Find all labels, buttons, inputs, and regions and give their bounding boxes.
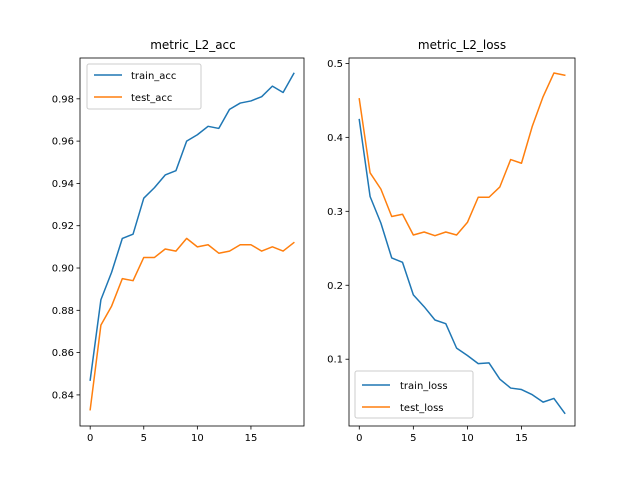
acc-legend-label-train: train_acc <box>131 71 176 82</box>
acc-x-tick-label: 5 <box>141 433 147 444</box>
acc-y-tick-label: 0.88 <box>52 306 74 317</box>
loss-y-tick-label: 0.3 <box>327 207 343 218</box>
acc-chart-title: metric_L2_acc <box>150 38 236 52</box>
acc-panel: metric_L2_acc 0 5 10 15 0.84 0.86 0.88 0.90 0.92… <box>52 38 305 444</box>
acc-series-line-test-acc <box>89 237 295 411</box>
acc-plot-area: 0 5 10 15 0.84 0.86 0.88 0.90 0.92 0.94 0.96 0.98 <box>52 57 305 444</box>
loss-x-tick-label: 10 <box>461 433 474 444</box>
loss-y-tick-label: 0.5 <box>327 59 343 70</box>
loss-series-line-train-loss <box>358 118 566 415</box>
acc-legend-label-test: test_acc <box>131 93 172 104</box>
loss-legend-label-train: train_loss <box>400 381 448 392</box>
acc-x-tick-label: 10 <box>191 433 204 444</box>
acc-x-tick-label: 15 <box>245 433 258 444</box>
loss-y-tick-label: 0.4 <box>327 133 343 144</box>
loss-legend: train_loss test_loss <box>354 370 474 419</box>
acc-y-tick-label: 0.86 <box>52 348 74 359</box>
acc-axes-frame <box>79 57 305 427</box>
loss-chart-title: metric_L2_loss <box>418 38 506 52</box>
loss-x-tick-label: 15 <box>515 433 528 444</box>
acc-y-tick-label: 0.94 <box>52 179 74 190</box>
acc-x-tick-label: 0 <box>87 433 93 444</box>
loss-series-line-test-loss <box>358 72 566 237</box>
acc-y-tick-label: 0.92 <box>52 221 74 232</box>
acc-series-line-train-acc <box>89 72 295 381</box>
acc-legend: train_acc test_acc <box>86 63 202 110</box>
acc-y-tick-label: 0.84 <box>52 390 74 401</box>
loss-panel: metric_L2_loss 0 5 10 15 0.1 0.2 0.3 0.4 0.5 tra… <box>327 38 576 444</box>
loss-y-tick-label: 0.1 <box>327 355 343 366</box>
loss-x-tick-label: 0 <box>356 433 362 444</box>
acc-y-tick-label: 0.96 <box>52 137 74 148</box>
loss-plot-area: 0 5 10 15 0.1 0.2 0.3 0.4 0.5 <box>327 57 576 444</box>
loss-axes-frame <box>348 57 576 427</box>
loss-legend-label-test: test_loss <box>400 403 444 414</box>
loss-x-tick-label: 5 <box>410 433 416 444</box>
acc-y-tick-label: 0.90 <box>52 264 74 275</box>
acc-y-tick-label: 0.98 <box>52 94 74 105</box>
loss-y-tick-label: 0.2 <box>327 281 343 292</box>
